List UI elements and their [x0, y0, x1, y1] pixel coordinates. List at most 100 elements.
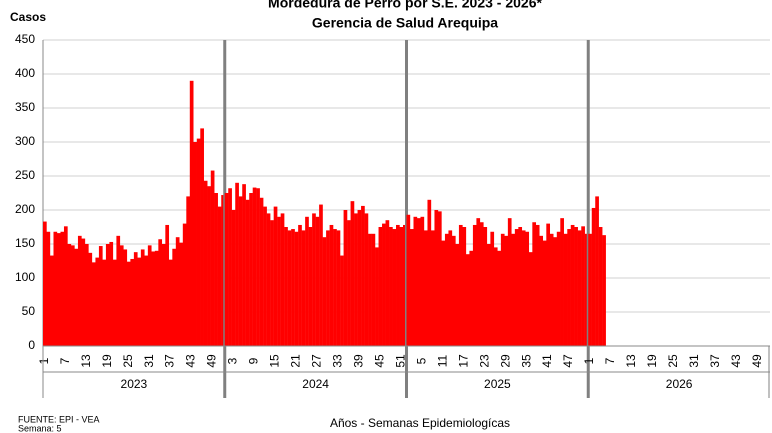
- bar: [252, 187, 257, 346]
- bar: [287, 230, 292, 346]
- bar: [95, 257, 100, 346]
- bar: [210, 170, 215, 346]
- bar: [336, 230, 341, 346]
- bar: [403, 224, 407, 346]
- bar: [525, 231, 530, 346]
- bar: [588, 233, 592, 346]
- bar: [354, 213, 358, 346]
- bar: [368, 233, 372, 346]
- bar: [217, 206, 222, 346]
- bar: [385, 220, 390, 346]
- y-tick-label: 400: [15, 66, 35, 80]
- y-tick-label: 450: [15, 32, 35, 46]
- bar: [81, 238, 86, 346]
- bar: [270, 220, 274, 346]
- bar: [319, 204, 323, 346]
- bar: [294, 231, 299, 346]
- bar: [88, 252, 93, 346]
- bar: [406, 214, 411, 346]
- bar: [242, 184, 246, 346]
- bar: [273, 206, 278, 346]
- y-tick-label: 0: [28, 338, 35, 352]
- bar: [490, 231, 495, 346]
- bar: [119, 245, 124, 346]
- bar: [168, 259, 173, 346]
- bar: [53, 231, 58, 346]
- bar: [347, 220, 351, 346]
- group-label: 2026: [666, 377, 693, 391]
- x-tick-label: 43: [729, 354, 743, 368]
- y-tick-label: 350: [15, 100, 35, 114]
- bar: [396, 224, 400, 346]
- y-tick-label: 100: [15, 270, 35, 284]
- bar: [116, 235, 121, 346]
- bar: [483, 227, 488, 346]
- x-tick-label: 17: [456, 354, 470, 368]
- y-tick-label: 150: [15, 236, 35, 250]
- bar: [102, 259, 107, 346]
- x-tick-label: 43: [184, 354, 198, 368]
- bar: [249, 193, 253, 346]
- x-tick-label: 31: [687, 354, 701, 368]
- bar: [200, 128, 204, 346]
- group-label: 2025: [484, 377, 511, 391]
- bar: [511, 233, 516, 346]
- bar: [567, 229, 571, 346]
- bar: [448, 230, 453, 346]
- bar: [315, 216, 320, 346]
- bar: [284, 227, 288, 346]
- bar: [521, 230, 526, 346]
- bar: [430, 230, 435, 346]
- bar: [375, 247, 379, 346]
- bar: [574, 227, 578, 346]
- x-tick-label: 5: [414, 357, 428, 364]
- bar: [343, 210, 348, 346]
- bar: [549, 233, 554, 346]
- bar: [151, 251, 156, 346]
- bar: [112, 259, 117, 346]
- chart-subtitle: Gerencia de Salud Arequipa: [312, 15, 498, 31]
- x-tick-label: 25: [121, 354, 135, 368]
- bar: [437, 211, 442, 346]
- x-tick-label: 23: [477, 354, 491, 368]
- bar: [444, 233, 449, 346]
- x-tick-label: 21: [289, 354, 303, 368]
- bar: [479, 222, 484, 346]
- bar: [291, 229, 295, 346]
- bar: [441, 240, 446, 346]
- bar: [420, 216, 425, 346]
- bar: [63, 226, 68, 346]
- x-tick-label: 25: [666, 354, 680, 368]
- x-tick-label: 37: [708, 354, 722, 368]
- bar: [123, 249, 128, 346]
- bar: [154, 250, 159, 346]
- x-tick-label: 47: [561, 354, 575, 368]
- bar: [175, 237, 180, 346]
- bar: [256, 188, 260, 346]
- bar: [326, 230, 330, 346]
- bar: [259, 197, 264, 346]
- bar: [329, 224, 334, 346]
- bar: [77, 235, 82, 346]
- x-tick-label: 33: [331, 354, 345, 368]
- x-tick-label: 27: [310, 354, 324, 368]
- bar: [56, 233, 61, 346]
- y-tick-label: 250: [15, 168, 35, 182]
- bar: [67, 244, 72, 346]
- week-note: Semana: 5: [18, 423, 62, 433]
- x-tick-label: 37: [163, 354, 177, 368]
- x-tick-label: 39: [351, 354, 365, 368]
- bar: [361, 205, 365, 346]
- bar: [542, 240, 547, 346]
- bar: [130, 258, 135, 346]
- bar: [570, 224, 575, 346]
- x-tick-label: 19: [100, 354, 114, 368]
- x-tick-label: 13: [79, 354, 93, 368]
- bar: [518, 227, 523, 346]
- bar: [46, 231, 51, 346]
- bar: [179, 242, 184, 346]
- bar: [126, 261, 131, 346]
- bar: [74, 248, 79, 346]
- x-tick-label: 13: [624, 354, 638, 368]
